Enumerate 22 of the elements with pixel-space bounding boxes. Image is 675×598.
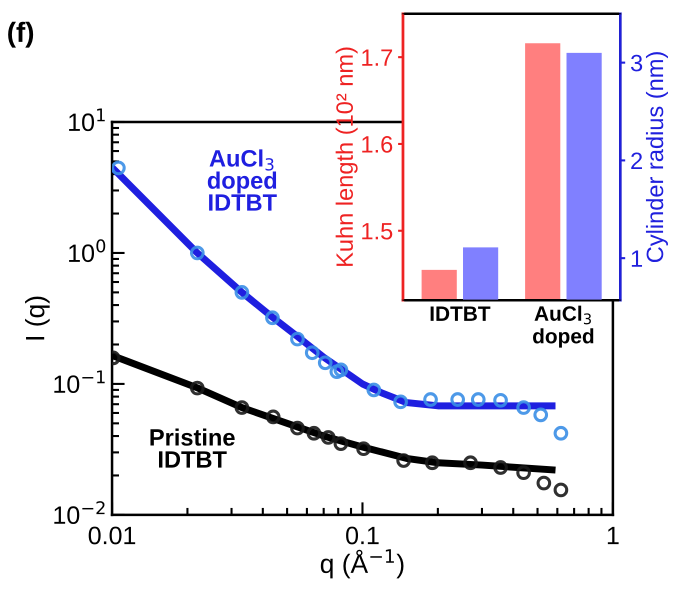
x-tick-label: 0.1 <box>346 526 379 544</box>
x-axis-title: q (Å$^{−1}$) <box>320 549 404 578</box>
x-tick-label: 0.01 <box>88 526 136 544</box>
y-axis-title: Kuhn length (10² nm) <box>336 48 358 266</box>
y-axis-title: I (q) <box>25 296 50 340</box>
x-tick-label: AuCl$_{3}$ doped <box>533 306 594 348</box>
y2-tick-label: 3 <box>630 54 642 72</box>
y-tick-label: 10$^{−1}$ <box>54 370 105 394</box>
series-label: Pristine IDTBT <box>150 428 235 468</box>
y-tick-label: 1.7 <box>362 49 392 66</box>
x-tick-label: 1 <box>608 526 619 544</box>
y-tick-label: 1.6 <box>362 136 392 153</box>
text: (f) <box>8 22 34 48</box>
y-tick-label: 10$^{1}$ <box>69 108 105 132</box>
y2-axis-title: Cylinder radius (nm) <box>646 52 668 262</box>
y-tick-label: 1.5 <box>362 223 392 240</box>
y-tick-label: 10$^{0}$ <box>69 239 106 262</box>
y2-tick-label: 2 <box>631 152 642 169</box>
series-label: AuCl$_{3}$ doped IDTBT <box>208 149 277 211</box>
y2-tick-label: 1 <box>632 250 642 267</box>
y-tick-label: 10$^{−2}$ <box>54 501 105 524</box>
x-tick-label: IDTBT <box>430 306 490 321</box>
